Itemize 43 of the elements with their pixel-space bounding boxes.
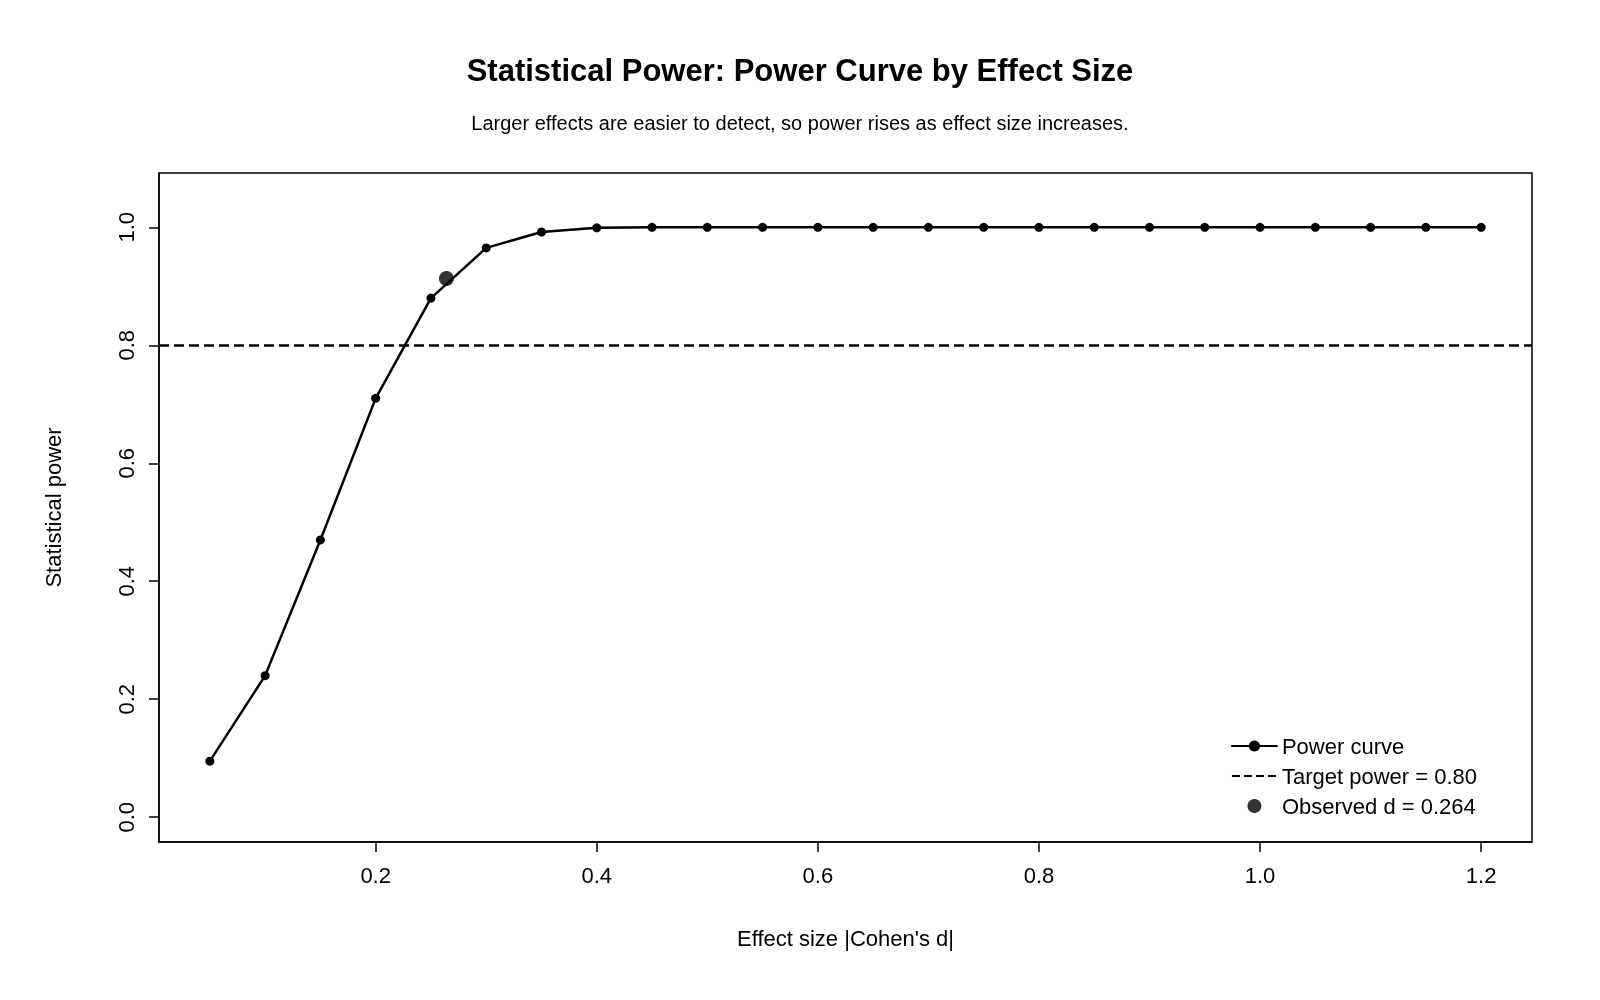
legend-label: Power curve (1281, 733, 1405, 759)
point (481, 243, 491, 253)
point (592, 223, 602, 233)
y-tick-label: 0.2 (113, 683, 139, 715)
point (1200, 222, 1210, 232)
y-tick-label: 0.8 (113, 329, 139, 361)
x-tick-label: 0.8 (1023, 862, 1055, 888)
y-axis-title: Statistical power (40, 427, 66, 588)
y-tick-label: 1.0 (113, 211, 139, 243)
y-tick-label: 0.6 (113, 447, 139, 479)
point (1421, 222, 1431, 232)
x-tick-label: 0.6 (802, 862, 834, 888)
x-tick-label: 0.2 (360, 862, 391, 888)
point (647, 222, 657, 232)
x-axis-title: Effect size |Cohen's d| (736, 925, 955, 951)
point (1366, 222, 1376, 232)
x-tick-label: 0.4 (581, 862, 613, 888)
x-tick-label: 1.2 (1465, 862, 1497, 888)
point (426, 293, 436, 303)
point (923, 222, 933, 232)
y-tick-label: 0.4 (113, 565, 139, 597)
point (1089, 222, 1099, 232)
legend-label: Target power = 0.80 (1281, 763, 1478, 789)
point (1476, 222, 1486, 232)
chart-title: Statistical Power: Power Curve by Effect Size (466, 53, 1134, 88)
point (1145, 222, 1155, 232)
legend-label: Observed d = 0.264 (1281, 793, 1476, 819)
chart-subtitle: Larger effects are easier to detect, so power rises as effect size increases. (471, 112, 1129, 134)
point (758, 222, 768, 232)
point (1255, 222, 1265, 232)
point (813, 222, 823, 232)
y-tick-label: 0.0 (113, 801, 139, 833)
point (537, 227, 546, 237)
point (205, 756, 215, 766)
point (315, 535, 325, 545)
point (371, 393, 381, 403)
point (702, 222, 712, 232)
point (979, 222, 989, 232)
point (868, 222, 878, 232)
x-tick-label: 1.0 (1244, 862, 1276, 888)
point (260, 671, 270, 681)
point (1034, 222, 1044, 232)
point (1310, 222, 1320, 232)
